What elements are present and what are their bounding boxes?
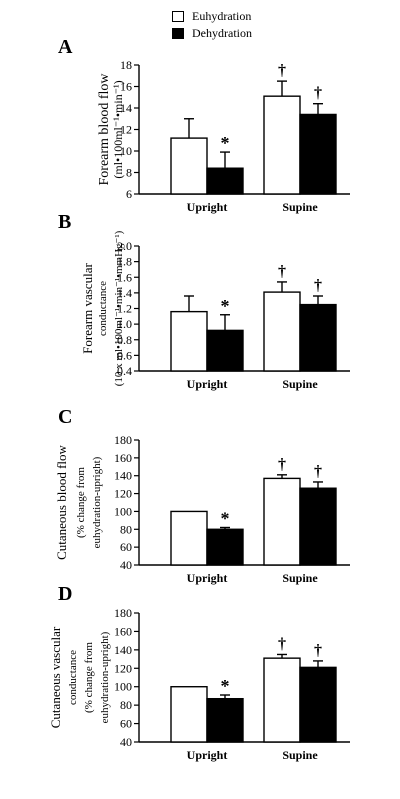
significance-dagger: † (278, 62, 286, 79)
y-tick-label: 0.6 (117, 348, 132, 362)
y-tick-label: 1.2 (117, 302, 132, 316)
y-axis-label-line: (% change from (75, 467, 87, 538)
significance-dagger: † (278, 456, 286, 473)
legend-label-euhydration: Euhydration (192, 9, 252, 23)
panel-letter: D (58, 583, 72, 605)
panel-a: A Forearm blood flow (ml•100ml⁻¹•min⁻¹)6 8 1… (58, 36, 350, 214)
significance-asterisk: * (221, 509, 230, 529)
y-tick-label: 1.8 (117, 255, 132, 269)
y-tick-label: 60 (120, 540, 132, 554)
significance-dagger: † (314, 85, 322, 102)
panel-b: B Forearm vascular conductance (10 x ml•100… (58, 211, 350, 391)
x-category-label: Supine (282, 377, 318, 391)
panel-letter: A (58, 36, 73, 58)
bar-euhydration-upright (170, 310, 208, 372)
x-category-label: Upright (187, 377, 228, 391)
bar-euhydration-upright (170, 510, 208, 566)
significance-dagger: † (314, 277, 322, 294)
y-tick-label: 180 (114, 606, 132, 620)
bar-dehydration-upright (206, 167, 244, 195)
y-tick-label: 2.0 (117, 239, 132, 253)
y-tick-label: 14 (120, 101, 132, 115)
x-category-label: Upright (187, 200, 228, 214)
bar-dehydration-supine (299, 487, 337, 566)
significance-asterisk: * (221, 676, 230, 696)
x-category-label: Upright (187, 748, 228, 762)
y-tick-label: 40 (120, 735, 132, 749)
y-tick-label: 12 (120, 123, 132, 137)
y-tick-label: 0.4 (117, 364, 132, 378)
y-tick-label: 80 (120, 698, 132, 712)
y-tick-label: 1.4 (117, 286, 132, 300)
bar-dehydration-upright (206, 528, 244, 566)
y-tick-label: 1.0 (117, 317, 132, 331)
panel-d: D Cutaneous vascular conductance (% change … (48, 583, 350, 762)
significance-dagger: † (278, 635, 286, 652)
legend-swatch-euhydration (172, 11, 184, 22)
bar-dehydration-supine (299, 113, 337, 195)
y-tick-label: 140 (114, 643, 132, 657)
panel-c: C Cutaneous blood flow (% change from euhyd… (54, 406, 350, 585)
y-tick-label: 16 (120, 80, 132, 94)
y-tick-label: 10 (120, 144, 132, 158)
y-axis-label-line: (% change from (83, 642, 95, 713)
bar-dehydration-upright (206, 697, 244, 743)
y-tick-label: 180 (114, 433, 132, 447)
y-tick-label: 80 (120, 522, 132, 536)
legend: Euhydration Dehydration (172, 8, 252, 42)
significance-dagger: † (314, 642, 322, 659)
y-tick-label: 60 (120, 717, 132, 731)
bar-dehydration-supine (299, 666, 337, 743)
y-axis-label-line: (10 x ml•100ml⁻¹•min⁻¹•mmHg⁻¹) (113, 230, 125, 386)
y-tick-label: 120 (114, 661, 132, 675)
bar-dehydration-upright (206, 329, 244, 372)
y-tick-label: 1.6 (117, 270, 132, 284)
legend-entry-euhydration: Euhydration (172, 8, 252, 25)
x-category-label: Supine (282, 571, 318, 585)
bar-dehydration-supine (299, 303, 337, 372)
bar-euhydration-supine (263, 657, 301, 743)
significance-asterisk: * (221, 133, 230, 153)
significance-asterisk: * (221, 296, 230, 316)
y-tick-label: 100 (114, 504, 132, 518)
y-tick-label: 100 (114, 680, 132, 694)
bar-euhydration-supine (263, 291, 301, 372)
y-axis-label-line: Cutaneous vascular (48, 626, 63, 728)
y-tick-label: 140 (114, 469, 132, 483)
bar-euhydration-upright (170, 137, 208, 195)
bar-euhydration-supine (263, 477, 301, 566)
legend-swatch-dehydration (172, 28, 184, 39)
y-axis-label-line: Forearm vascular (80, 263, 95, 354)
bar-euhydration-upright (170, 686, 208, 743)
y-tick-label: 0.8 (117, 333, 132, 347)
panel-letter: C (58, 406, 72, 428)
y-axis-label-line: Cutaneous blood flow (54, 444, 69, 559)
y-tick-label: 160 (114, 451, 132, 465)
y-axis-label-line: conductance (67, 650, 79, 705)
y-tick-label: 18 (120, 58, 132, 72)
y-tick-label: 6 (126, 187, 132, 201)
x-category-label: Supine (282, 200, 318, 214)
legend-label-dehydration: Dehydration (192, 26, 252, 40)
y-axis-label-line: euhydration-upright) (99, 631, 111, 723)
y-tick-label: 8 (126, 166, 132, 180)
y-tick-label: 120 (114, 487, 132, 501)
y-tick-label: 160 (114, 624, 132, 638)
bar-euhydration-supine (263, 95, 301, 195)
y-tick-label: 40 (120, 558, 132, 572)
significance-dagger: † (278, 263, 286, 280)
y-axis-label-line: conductance (97, 281, 109, 336)
x-category-label: Supine (282, 748, 318, 762)
y-axis-label-line: Forearm blood flow (97, 73, 112, 186)
significance-dagger: † (314, 463, 322, 480)
y-axis-label-line: euhydration-upright) (91, 456, 103, 548)
y-axis-label-line: (ml•100ml⁻¹•min⁻¹) (111, 80, 125, 178)
panel-letter: B (58, 211, 71, 233)
x-category-label: Upright (187, 571, 228, 585)
legend-entry-dehydration: Dehydration (172, 25, 252, 42)
